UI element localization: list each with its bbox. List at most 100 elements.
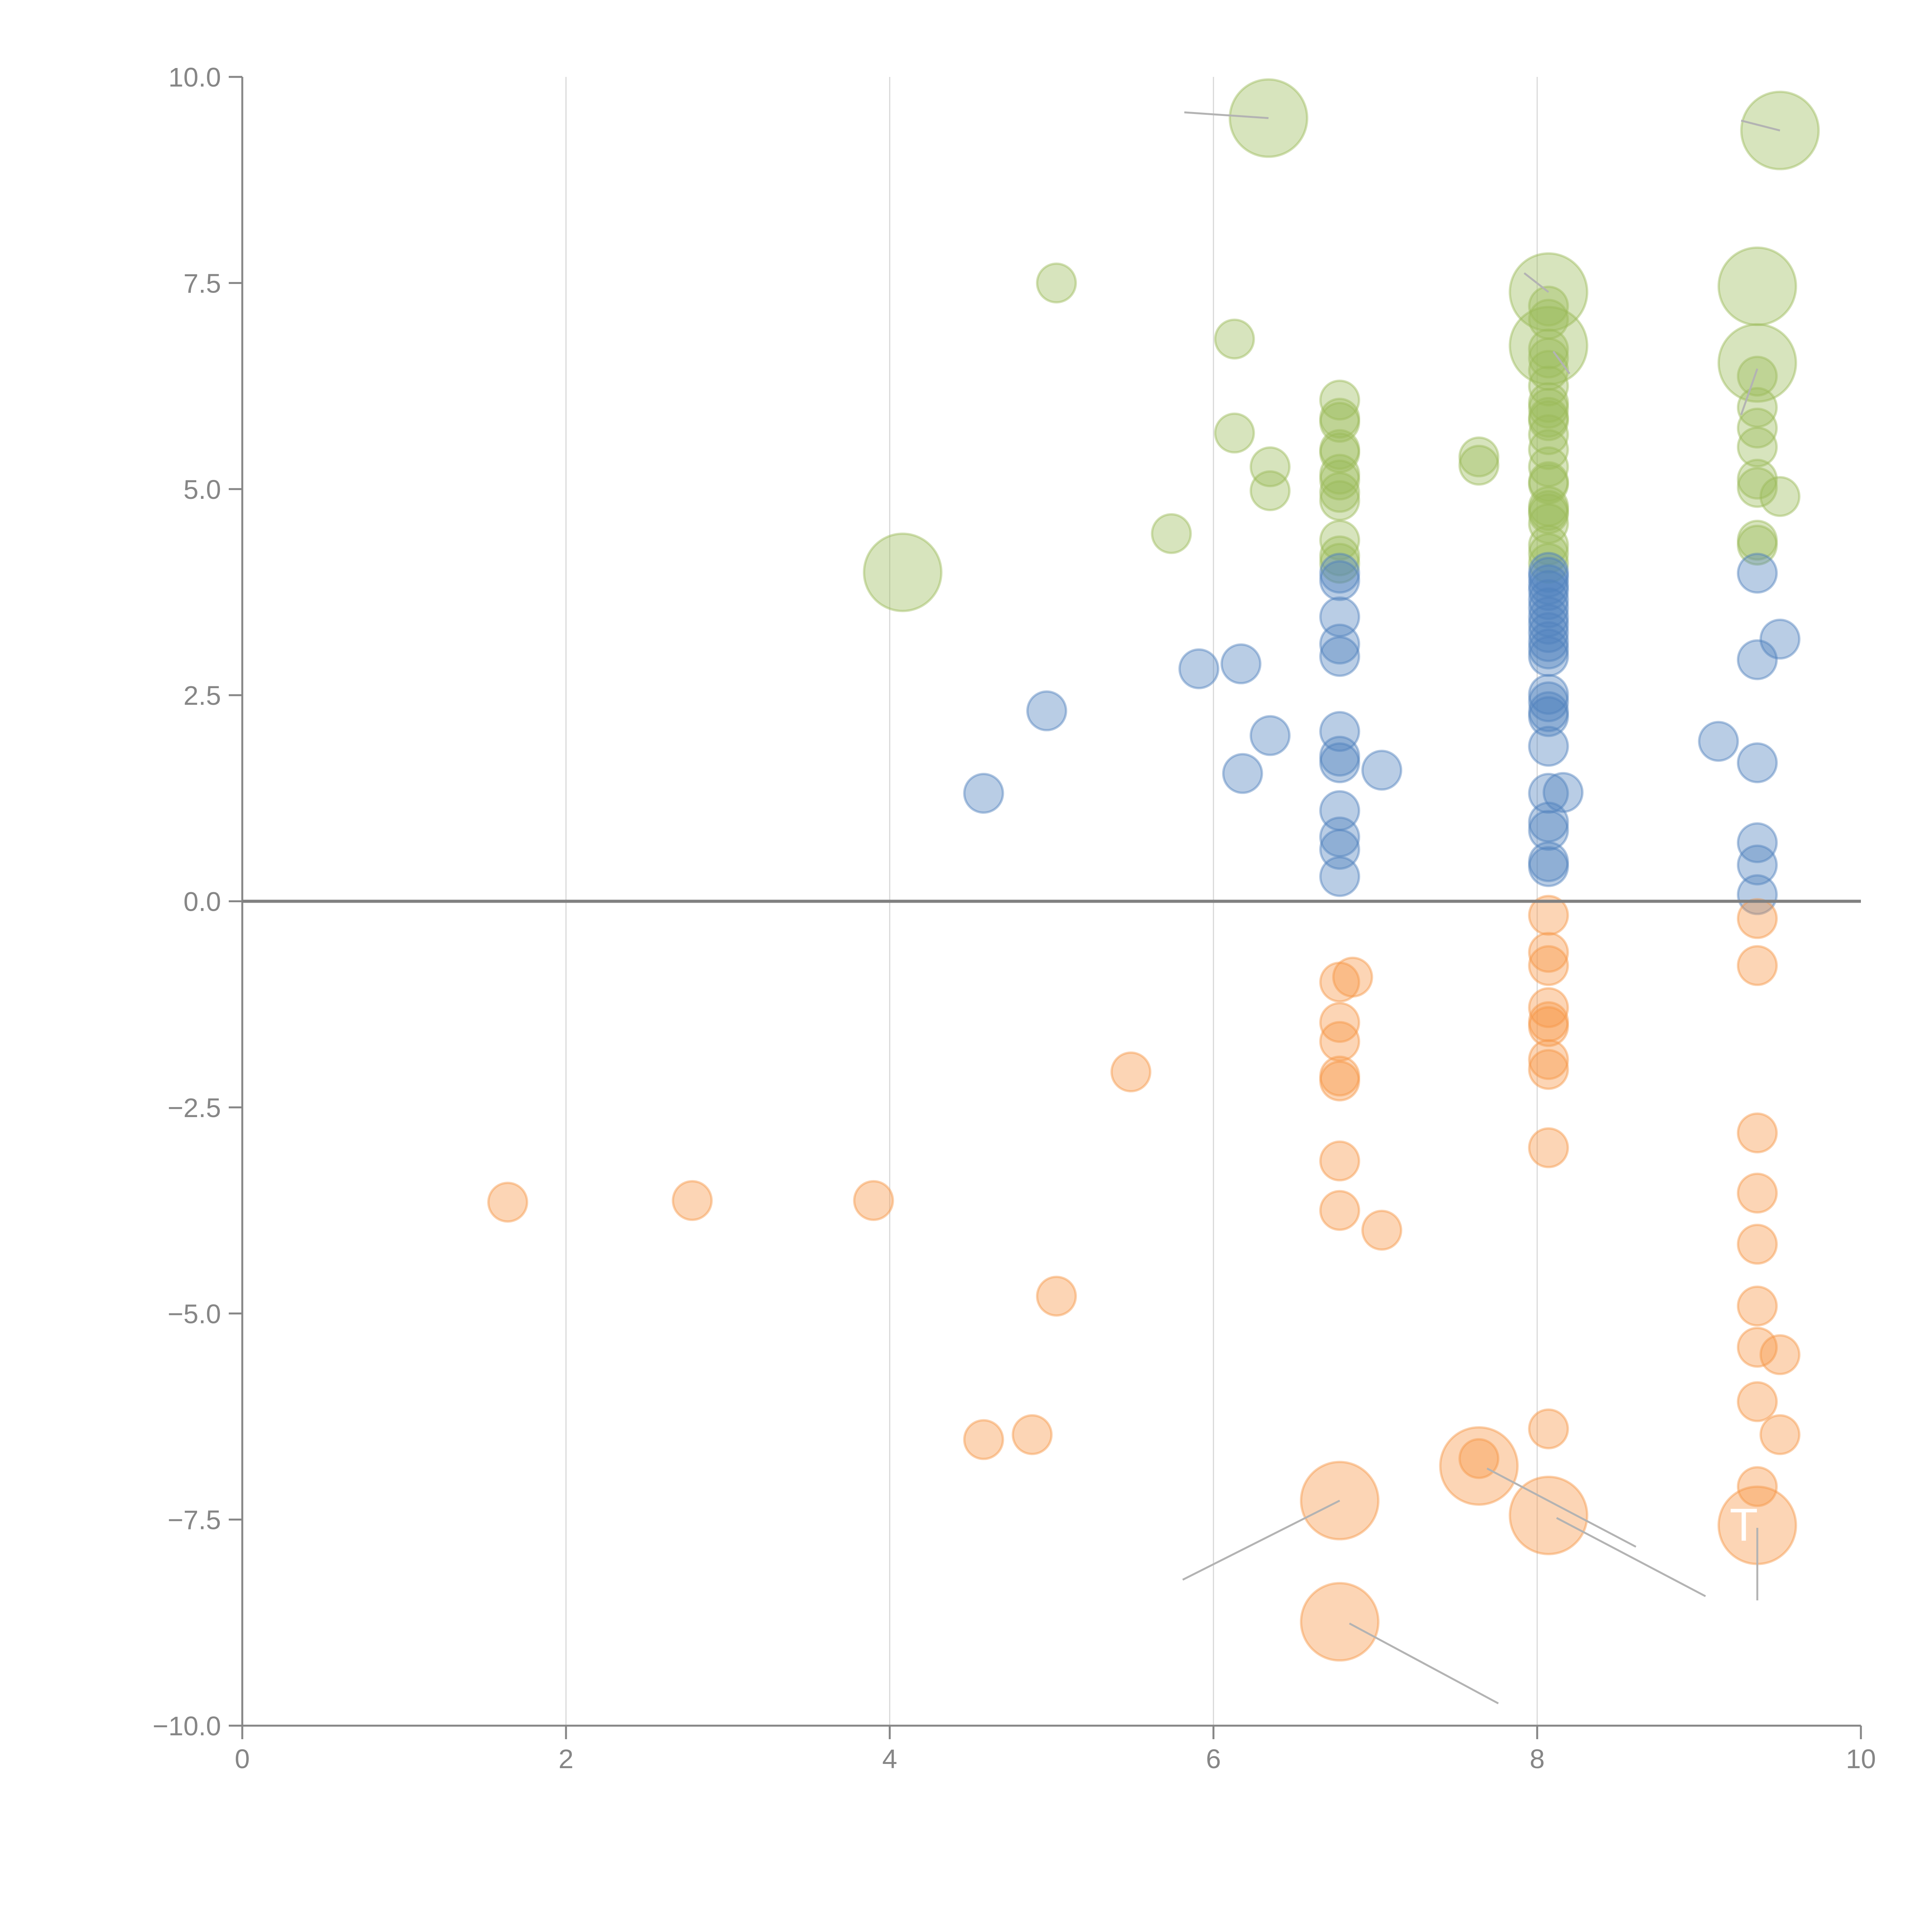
bubble-orange <box>1110 1051 1151 1093</box>
bubble-green <box>1036 262 1077 304</box>
bubble-orange <box>1300 1582 1380 1662</box>
bubble-blue <box>1222 753 1263 794</box>
bubble-orange <box>1528 1039 1569 1080</box>
bubble-orange <box>487 1182 528 1223</box>
bubble-orange <box>1528 1127 1569 1168</box>
bubble-orange <box>1319 1021 1361 1062</box>
bubble-green <box>863 532 943 612</box>
bubble-green <box>1319 379 1361 421</box>
bubble-blue <box>1528 696 1569 737</box>
y-tick-label: −10.0 <box>153 1711 221 1741</box>
bubble-blue <box>1319 623 1361 665</box>
bubble-green <box>1319 459 1361 501</box>
axes <box>241 77 1861 1727</box>
bubble-blue <box>1528 681 1569 723</box>
bubble-blue <box>1319 636 1361 677</box>
bubble-blue <box>1759 619 1801 660</box>
bubble-green <box>1528 299 1569 340</box>
bubble-green <box>1458 436 1500 478</box>
bubble-green <box>1736 520 1778 561</box>
y-tick-label: −5.0 <box>168 1299 221 1329</box>
bubble-green <box>1250 470 1291 512</box>
y-axis-ticks: 10.0 7.5 5.0 2.5 0.0 −2.5 −5.0 −7.5 −10.0 <box>153 62 242 1741</box>
x-axis-ticks: 0 2 4 6 8 10 <box>235 1726 1876 1774</box>
bubble-blue <box>1698 721 1739 762</box>
bubble-blue <box>1319 596 1361 638</box>
bubble-blue <box>1528 810 1569 851</box>
y-tick-label: 5.0 <box>184 474 221 505</box>
bubble-blue <box>1178 648 1219 689</box>
bubble-green <box>1528 463 1569 505</box>
bubble-blue <box>1528 801 1569 843</box>
bubble-blue <box>1528 726 1569 767</box>
bubble-green <box>1528 533 1569 574</box>
leader-line <box>1349 1622 1499 1704</box>
bubble-orange <box>1528 1049 1569 1090</box>
bubble-orange <box>1736 898 1778 939</box>
bubble-green <box>1250 446 1291 488</box>
bubble-orange <box>1012 1414 1053 1455</box>
leader-line <box>1553 350 1571 374</box>
bubble-blue <box>1736 822 1778 864</box>
bubble-blue <box>1528 636 1569 677</box>
bubble-blue <box>1528 557 1569 598</box>
y-tick-label: 0.0 <box>184 887 221 917</box>
bubble-orange <box>1736 945 1778 986</box>
leader-line <box>1524 272 1549 293</box>
bubble-green <box>1319 535 1361 577</box>
bubble-orange <box>1736 1112 1778 1154</box>
bubble-orange <box>1528 932 1569 973</box>
leader-line <box>1741 119 1781 132</box>
bubble-blue <box>1543 772 1584 813</box>
bubble-orange <box>1036 1276 1077 1317</box>
bubble-green <box>1528 382 1569 423</box>
y-tick-label: 2.5 <box>184 680 221 711</box>
bubble-green <box>1528 461 1569 502</box>
bubble-orange <box>1319 961 1361 1003</box>
bubble-blue <box>1528 846 1569 887</box>
bubble-green <box>1759 476 1801 517</box>
bubble-blue <box>963 773 1004 814</box>
bubble-blue <box>1736 844 1778 886</box>
bubble-blue <box>1528 612 1569 653</box>
leader-line <box>1182 1500 1340 1581</box>
annotations: T <box>1730 1499 1758 1551</box>
bubble-blue <box>1528 773 1569 814</box>
bubble-green <box>1717 246 1797 326</box>
bubble-green <box>1319 401 1361 443</box>
bubble-orange <box>1509 1475 1588 1555</box>
bubble-orange <box>1528 987 1569 1028</box>
bubble-green <box>1528 366 1569 407</box>
bubble-green <box>1528 543 1569 584</box>
bubble-orange <box>1319 1190 1361 1231</box>
bubble-blue <box>1220 643 1262 685</box>
leader-lines <box>1182 111 1781 1704</box>
bubble-green <box>1151 513 1192 554</box>
bubble-orange <box>1736 1224 1778 1265</box>
bubble-orange <box>1736 1286 1778 1327</box>
bubble-green <box>1528 503 1569 544</box>
bubble-green <box>1319 543 1361 584</box>
bubble-orange <box>1528 1001 1569 1042</box>
bubble-green <box>1319 429 1361 470</box>
bubble-blue <box>1319 816 1361 858</box>
bubble-orange <box>672 1180 713 1221</box>
bubble-green <box>1528 414 1569 455</box>
bubble-blue <box>1528 841 1569 883</box>
bubble-orange <box>1528 945 1569 986</box>
bubble-green <box>1528 486 1569 527</box>
bubble-green <box>1319 520 1361 561</box>
bubble-blue <box>1319 560 1361 601</box>
bubble-green <box>1736 524 1778 566</box>
bubble-green <box>1319 472 1361 513</box>
bubble-orange <box>1319 1140 1361 1182</box>
bubble-green <box>1214 412 1255 454</box>
leader-line <box>1184 111 1269 119</box>
bubble-blue <box>1319 742 1361 784</box>
bubble-blue <box>1319 711 1361 752</box>
leader-line <box>1486 1468 1636 1548</box>
bubble-orange <box>1528 895 1569 936</box>
bubble-green <box>1528 446 1569 488</box>
bubble-blue <box>1528 564 1569 605</box>
bubble-orange <box>1736 1466 1778 1507</box>
